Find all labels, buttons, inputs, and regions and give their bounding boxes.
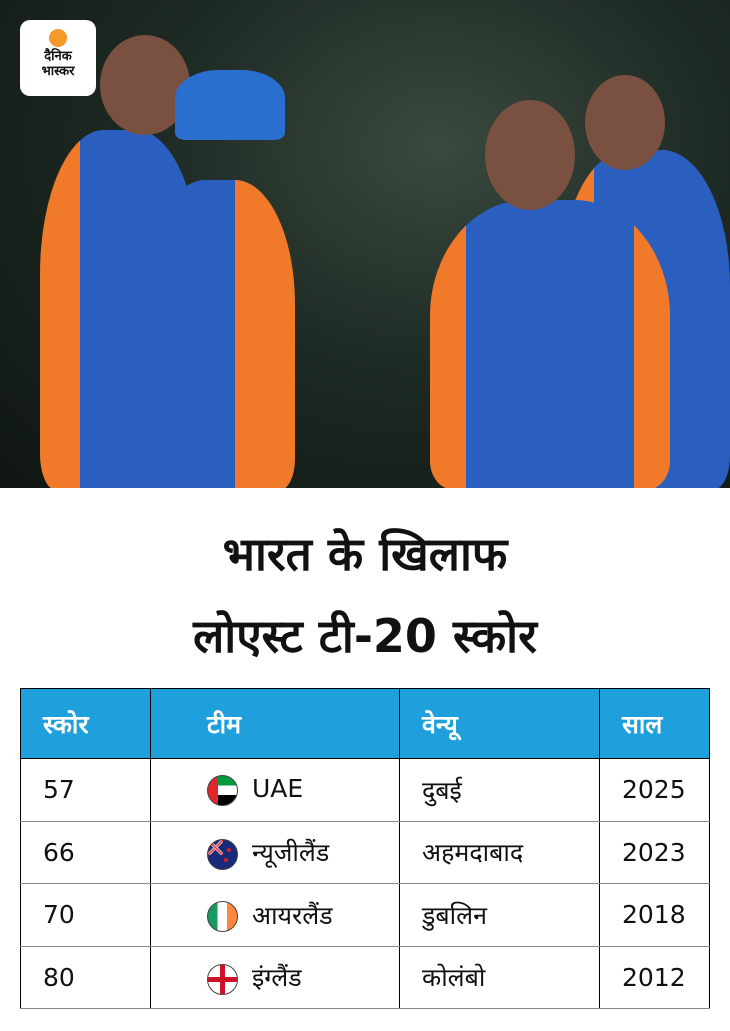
score-cell: 80 (20, 945, 151, 1009)
table-row: 57 UAE दुबई 2025 (20, 758, 710, 822)
header-venue: वेन्यू (399, 688, 600, 759)
year-cell: 2018 (599, 883, 710, 947)
new-zealand-flag-icon (207, 838, 238, 870)
score-cell: 57 (20, 758, 151, 822)
team-cell: न्यूजीलैंड (150, 820, 400, 884)
ireland-flag-icon (207, 901, 238, 932)
header-year: साल (599, 688, 710, 759)
table-header-row: स्कोर टीम वेन्यू साल (20, 688, 710, 759)
team-cell: इंग्लैंड (150, 945, 400, 1009)
year-cell: 2012 (599, 945, 710, 1009)
uae-flag-icon (207, 774, 238, 806)
team-cell: UAE (150, 758, 400, 822)
team-india-celebration-photo (0, 0, 730, 488)
headline-line-1: भारत के खिलाफ (222, 527, 508, 581)
venue-cell: डुबलिन (399, 883, 600, 947)
score-cell: 66 (20, 820, 151, 884)
sun-icon (49, 29, 67, 47)
lowest-scores-table: स्कोर टीम वेन्यू साल 57 UAE दुबई 2025 66… (20, 688, 710, 1009)
table-row: 66 न्यूजीलैंड अहमदाबाद 2023 (20, 820, 710, 884)
dainik-bhaskar-logo: दैनिक भास्कर (20, 20, 96, 96)
table-row: 80 इंग्लैंड कोलंबो 2012 (20, 945, 710, 1009)
venue-cell: कोलंबो (399, 945, 600, 1009)
year-cell: 2023 (599, 820, 710, 884)
headline-line-2: लोएस्ट टी-20 स्कोर (193, 609, 537, 663)
score-cell: 70 (20, 883, 151, 947)
year-cell: 2025 (599, 758, 710, 822)
header-score: स्कोर (20, 688, 151, 759)
header-team: टीम (150, 688, 400, 759)
venue-cell: अहमदाबाद (399, 820, 600, 884)
table-row: 70 आयरलैंड डुबलिन 2018 (20, 883, 710, 947)
venue-cell: दुबई (399, 758, 600, 822)
team-cell: आयरलैंड (150, 883, 400, 947)
england-flag-icon (207, 963, 238, 995)
